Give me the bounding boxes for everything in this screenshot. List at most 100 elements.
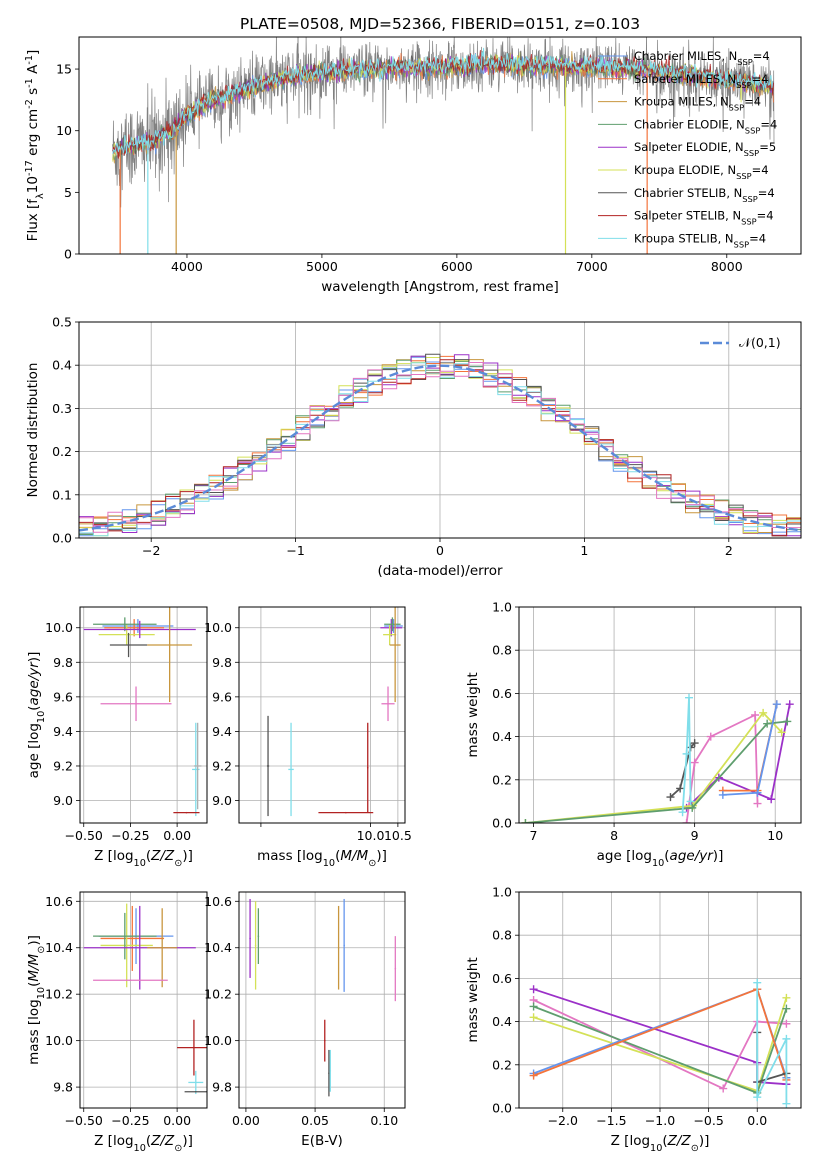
label-segment: =4 bbox=[749, 231, 766, 245]
x-tick-label: −0.5 bbox=[693, 1113, 723, 1128]
y-tick-label: 9.4 bbox=[212, 724, 232, 739]
mass_vs_Z-panel: −0.50 −0.25 0.009.810.010.210.410.6Z [log1… bbox=[26, 891, 208, 1154]
data-point bbox=[345, 811, 347, 814]
weight-marker bbox=[753, 788, 762, 797]
label-segment: age [log bbox=[597, 848, 652, 864]
x-tick-label: −0.50 bbox=[65, 1113, 103, 1128]
data-point bbox=[185, 811, 188, 814]
y-tick-label: 5 bbox=[64, 185, 72, 200]
weight-marker bbox=[783, 717, 792, 726]
label-segment: Kroupa MILES, N bbox=[634, 95, 729, 109]
data-point bbox=[168, 644, 171, 646]
y-tick-label: 9.8 bbox=[212, 1080, 232, 1095]
weight-marker bbox=[666, 793, 675, 802]
label-segment: =5 bbox=[759, 140, 776, 154]
label-segment: SSP bbox=[737, 57, 753, 67]
y-tick-label: 10.0 bbox=[45, 620, 73, 635]
label-segment: SSP bbox=[741, 217, 757, 227]
legend-label: Chabrier STELIB, NSSP=4 bbox=[634, 186, 775, 204]
age_vs_Z-plot-area bbox=[80, 607, 207, 823]
data-point bbox=[138, 628, 141, 631]
x-tick-label: 7 bbox=[530, 828, 538, 843]
spectrum-plot-area bbox=[112, 37, 775, 254]
weight-marker bbox=[753, 799, 762, 808]
y-tick-label: 15 bbox=[56, 62, 72, 77]
x-tick-label: 0.00 bbox=[232, 1113, 260, 1128]
label-segment: SSP bbox=[744, 148, 760, 158]
label-segment: 10 bbox=[323, 858, 335, 869]
x-tick-label: 0.05 bbox=[301, 1113, 329, 1128]
x-tick-label: 2 bbox=[725, 543, 733, 558]
x-tick-label: 8 bbox=[610, 828, 618, 843]
x-tick-label: −0.25 bbox=[111, 828, 149, 843]
y-tick-label: 0.1 bbox=[52, 487, 72, 502]
label-segment: =4 bbox=[744, 95, 761, 109]
weight-marker bbox=[782, 1004, 791, 1013]
label-segment: λ bbox=[35, 193, 46, 199]
x-tick-label: 6000 bbox=[441, 259, 473, 274]
label-segment: wavelength [Angstrom, rest frame] bbox=[321, 279, 559, 295]
weight-marker bbox=[529, 985, 538, 994]
legend: 𝒩(0,1) bbox=[700, 335, 781, 350]
weight-marker bbox=[719, 1084, 728, 1093]
label-segment: =4 bbox=[753, 49, 770, 63]
y-tick-label: 0.5 bbox=[52, 315, 72, 330]
weight-marker bbox=[785, 700, 794, 709]
residuals-plot-area bbox=[79, 322, 801, 538]
weight-series-line bbox=[681, 697, 692, 813]
x-tick-label: 1 bbox=[580, 543, 588, 558]
label-segment: A bbox=[25, 64, 41, 78]
data-point bbox=[125, 633, 128, 636]
label-segment: -1 bbox=[24, 55, 35, 65]
weight-marker bbox=[772, 700, 781, 709]
x-tick-label: 0.0 bbox=[747, 1113, 767, 1128]
weight-marker bbox=[688, 803, 697, 812]
legend-label: Kroupa ELODIE, NSSP=4 bbox=[634, 163, 769, 181]
x-axis-label: Z [log10(Z/Z⊙)] bbox=[611, 1133, 710, 1154]
normal-distribution-curve bbox=[79, 364, 801, 532]
data-point bbox=[124, 623, 126, 626]
label-segment: =4 bbox=[752, 72, 769, 86]
x-axis-label: E(B-V) bbox=[301, 1133, 343, 1149]
y-tick-label: 0.4 bbox=[492, 1014, 512, 1029]
y-tick-label: 10.0 bbox=[204, 620, 232, 635]
weight-marker bbox=[682, 749, 691, 758]
y-tick-label: 10.4 bbox=[45, 940, 73, 955]
label-segment: M/M bbox=[26, 953, 42, 981]
age_vs_mass-plot-area bbox=[239, 607, 405, 823]
x-tick-label: 0.00 bbox=[163, 1113, 191, 1128]
data-point bbox=[196, 765, 199, 767]
mass_vs_EBV-panel: 0.00 0.05 0.10 9.8 10.0 10.2 10.4 10.6 E(B-V) bbox=[204, 891, 406, 1149]
age_vs_Z-panel: −0.50 −0.25 0.009.09.29.49.69.810.0Z [log1… bbox=[26, 606, 208, 869]
weight-marker bbox=[782, 1019, 791, 1028]
x-axis-label: age [log10(age/yr)] bbox=[597, 848, 724, 869]
label-segment: SSP bbox=[734, 239, 750, 249]
label-segment: -17 bbox=[24, 160, 35, 176]
data-point bbox=[124, 935, 126, 937]
data-point bbox=[394, 967, 397, 970]
y-tick-label: 9.6 bbox=[53, 689, 73, 704]
x-tick-label: −1.5 bbox=[596, 1113, 626, 1128]
label-segment: ( bbox=[26, 705, 42, 710]
weight-marker bbox=[767, 795, 776, 804]
label-segment: SSP bbox=[736, 171, 752, 181]
x-tick-label: 0.00 bbox=[163, 828, 191, 843]
weight-marker bbox=[521, 819, 530, 823]
weight-series-line bbox=[525, 720, 788, 823]
figure-title: PLATE=0508, MJD=52366, FIBERID=0151, z=0… bbox=[240, 15, 640, 33]
label-segment: =4 bbox=[760, 117, 777, 131]
label-segment: )] bbox=[182, 848, 193, 864]
weight-marker bbox=[782, 1099, 791, 1108]
label-segment: Z [log bbox=[94, 848, 133, 864]
y-tick-label: 0.3 bbox=[52, 401, 72, 416]
data-point bbox=[131, 937, 134, 940]
y-tick-label: 10.6 bbox=[45, 894, 73, 909]
x-axis-label: Z [log10(Z/Z⊙)] bbox=[94, 1133, 193, 1154]
y-tick-label: 1.0 bbox=[492, 885, 512, 900]
y-axis-label: mass weight bbox=[465, 957, 481, 1042]
data-point bbox=[391, 623, 394, 626]
y-axis-label: mass weight bbox=[465, 672, 481, 757]
label-segment: mass weight bbox=[465, 672, 481, 757]
label-segment: SSP bbox=[742, 194, 758, 204]
